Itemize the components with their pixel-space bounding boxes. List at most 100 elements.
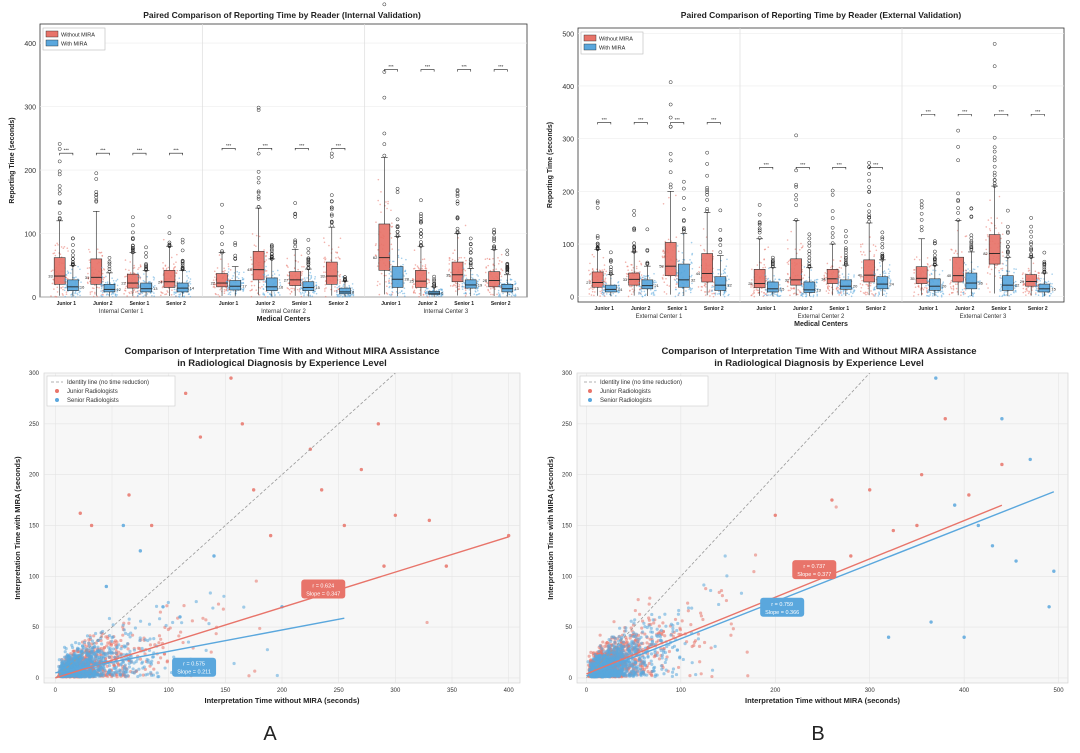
with-jitter-point [999, 272, 1001, 274]
with-jitter-point [514, 284, 516, 286]
with-jitter-point [243, 271, 245, 273]
without-jitter-point [223, 271, 225, 273]
with-jitter-point [227, 290, 229, 292]
x-tick-label: 300 [390, 688, 401, 694]
with-jitter-point [691, 288, 693, 290]
with-jitter-point [615, 295, 617, 297]
with-jitter-point [390, 276, 392, 278]
without-jitter-point [128, 292, 130, 294]
significance-label: *** [299, 143, 305, 148]
with-median-label: 15 [780, 286, 785, 291]
with-jitter-point [313, 292, 315, 294]
without-jitter-point [89, 251, 91, 253]
without-jitter-point [824, 272, 826, 274]
without-jitter-point [133, 265, 135, 267]
without-jitter-point [501, 276, 503, 278]
with-jitter-point [603, 286, 605, 288]
without-jitter-point [628, 296, 630, 298]
with-jitter-point [389, 294, 391, 296]
with-jitter-point [675, 279, 677, 281]
with-jitter-point [228, 278, 230, 280]
with-jitter-point [228, 293, 230, 295]
without-jitter-point [414, 292, 416, 294]
without-jitter-point [756, 289, 758, 291]
with-jitter-point [464, 274, 466, 276]
without-jitter-point [87, 267, 89, 269]
with-jitter-point [231, 277, 233, 279]
with-jitter-point [102, 281, 104, 283]
without-jitter-point [705, 286, 707, 288]
with-jitter-point [1004, 291, 1006, 293]
without-jitter-point [499, 260, 501, 262]
with-jitter-point [874, 289, 876, 291]
without-jitter-point [251, 285, 253, 287]
with-jitter-point [391, 291, 393, 293]
without-jitter-point [802, 277, 804, 279]
with-jitter-point [478, 279, 480, 281]
with-jitter-point [178, 277, 180, 279]
with-jitter-point [965, 270, 967, 272]
with-jitter-point [178, 294, 180, 296]
without-jitter-point [66, 247, 68, 249]
with-jitter-point [724, 271, 726, 273]
without-box [989, 235, 1000, 265]
with-jitter-point [644, 278, 646, 280]
with-jitter-point [1051, 273, 1053, 275]
with-jitter-point [1015, 268, 1017, 270]
without-jitter-point [66, 293, 68, 295]
with-jitter-point [773, 292, 775, 294]
without-box [253, 251, 264, 280]
with-jitter-point [888, 273, 890, 275]
with-jitter-point [852, 293, 854, 295]
with-jitter-point [937, 291, 939, 293]
without-jitter-point [789, 295, 791, 297]
with-jitter-point [879, 262, 881, 264]
with-jitter-point [153, 277, 155, 279]
y-tick-label: 400 [24, 41, 36, 48]
with-jitter-point [300, 292, 302, 294]
with-jitter-point [105, 282, 107, 284]
with-jitter-point [236, 290, 238, 292]
without-jitter-point [704, 284, 706, 286]
with-jitter-point [644, 276, 646, 278]
without-jitter-point [465, 275, 467, 277]
without-jitter-point [448, 263, 450, 265]
without-jitter-point [63, 247, 65, 249]
without-jitter-point [379, 204, 381, 206]
without-jitter-point [870, 290, 872, 292]
without-jitter-point [764, 267, 766, 269]
without-jitter-point [497, 257, 499, 259]
with-jitter-point [1000, 277, 1002, 279]
without-jitter-point [500, 268, 502, 270]
without-jitter-point [88, 249, 90, 251]
legend-label: With MIRA [61, 42, 88, 48]
with-jitter-point [774, 278, 776, 280]
without-jitter-point [913, 272, 915, 274]
without-jitter-point [831, 287, 833, 289]
without-jitter-point [961, 251, 963, 253]
with-jitter-point [932, 293, 934, 295]
without-jitter-point [453, 284, 455, 286]
with-jitter-point [727, 295, 729, 297]
without-jitter-point [386, 285, 388, 287]
without-jitter-point [949, 259, 951, 261]
without-jitter-point [52, 283, 54, 285]
without-jitter-point [860, 291, 862, 293]
without-jitter-point [629, 290, 631, 292]
x-tick-label: 0 [54, 688, 58, 694]
without-jitter-point [799, 290, 801, 292]
reader-tick-label: Junior 1 [381, 301, 401, 307]
without-jitter-point [763, 264, 765, 266]
with-box [767, 282, 778, 292]
without-jitter-point [1033, 263, 1035, 265]
without-jitter-point [604, 273, 606, 275]
without-jitter-point [335, 251, 337, 253]
with-jitter-point [431, 295, 433, 297]
without-jitter-point [381, 273, 383, 275]
without-jitter-point [1029, 272, 1031, 274]
without-median-label: 82 [983, 251, 988, 256]
with-jitter-point [389, 278, 391, 280]
without-jitter-point [324, 259, 326, 261]
with-jitter-point [764, 274, 766, 276]
without-jitter-point [666, 293, 668, 295]
